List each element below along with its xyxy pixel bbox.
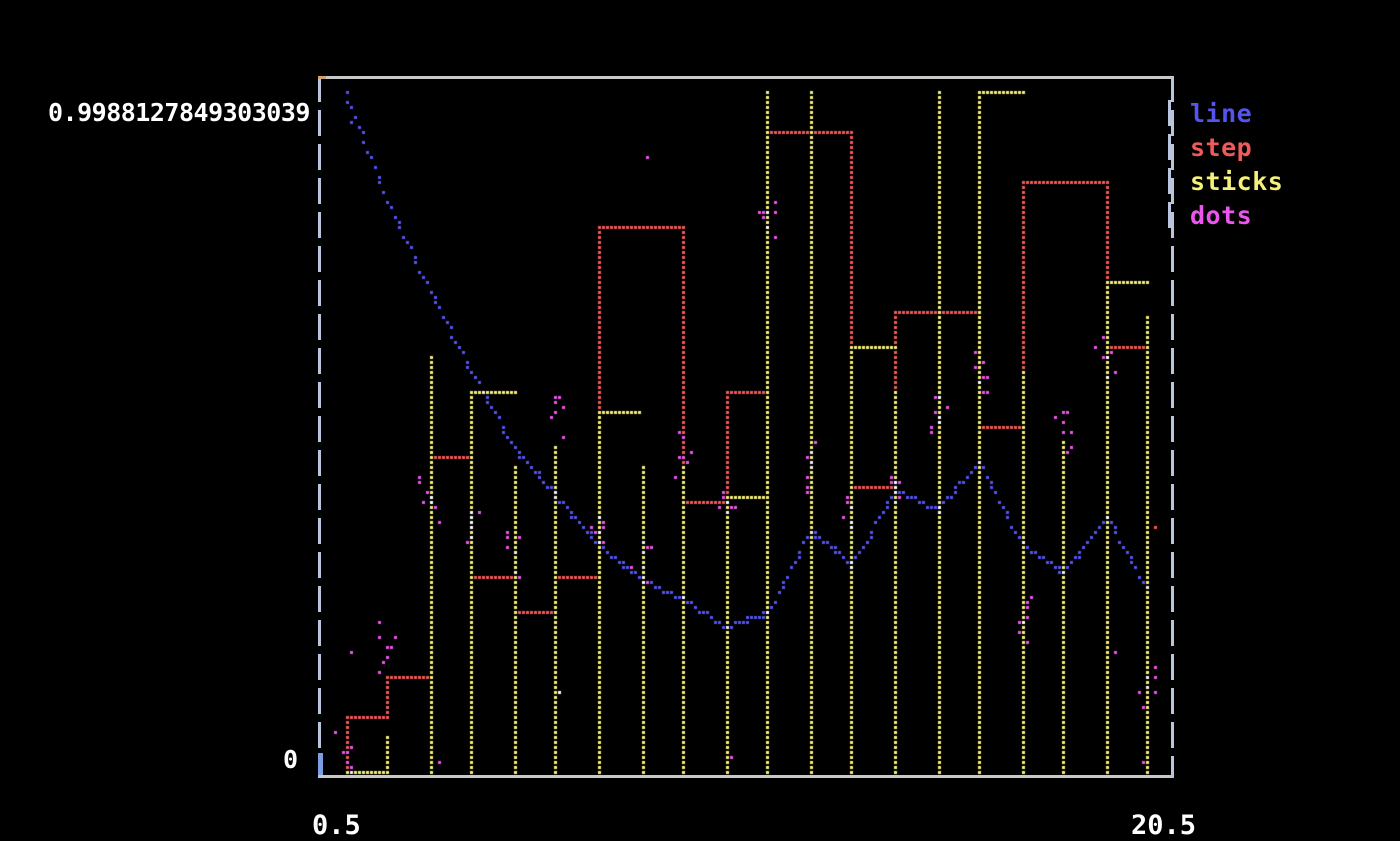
y-axis-max-label: 0.9988127849303039 xyxy=(48,98,310,127)
legend-tick-icon xyxy=(1168,134,1171,160)
legend-item-label: line xyxy=(1190,98,1253,128)
x-axis-max-label: 20.5 xyxy=(1131,810,1197,841)
plot-frame xyxy=(318,76,1174,778)
legend-tick-icon xyxy=(1168,100,1171,126)
legend-item-sticks[interactable]: sticks xyxy=(1168,164,1398,198)
legend-item-dots[interactable]: dots xyxy=(1168,198,1398,232)
plot-data-canvas xyxy=(318,76,1174,778)
legend-item-label: dots xyxy=(1190,200,1253,230)
legend-item-step[interactable]: step xyxy=(1168,130,1398,164)
legend-item-label: step xyxy=(1190,132,1253,162)
y-axis-min-label: 0 xyxy=(283,745,299,774)
legend-tick-icon xyxy=(1168,168,1171,194)
legend-item-label: sticks xyxy=(1190,166,1284,196)
x-axis-min-label: 0.5 xyxy=(312,810,361,841)
legend-item-line[interactable]: line xyxy=(1168,96,1398,130)
legend: line step sticks dots xyxy=(1168,96,1398,232)
legend-tick-icon xyxy=(1168,202,1171,228)
